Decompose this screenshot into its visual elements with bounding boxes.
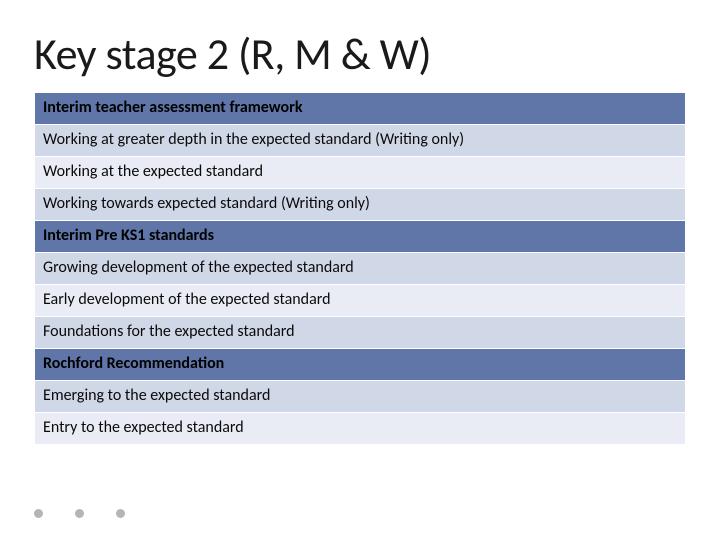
table-row: Interim Pre KS1 standards	[35, 221, 686, 253]
dot-icon	[75, 509, 84, 518]
table-row: Early development of the expected standa…	[35, 285, 686, 317]
table-row: Interim teacher assessment framework	[35, 93, 686, 125]
decorative-dots	[34, 509, 125, 518]
cell: Entry to the expected standard	[35, 413, 686, 445]
cell: Rochford Recommendation	[35, 349, 686, 381]
cell: Working towards expected standard (Writi…	[35, 189, 686, 221]
cell: Growing development of the expected stan…	[35, 253, 686, 285]
table-row: Foundations for the expected standard	[35, 317, 686, 349]
table-row: Entry to the expected standard	[35, 413, 686, 445]
table-row: Working towards expected standard (Writi…	[35, 189, 686, 221]
cell: Foundations for the expected standard	[35, 317, 686, 349]
standards-table: Interim teacher assessment framework Wor…	[34, 92, 686, 445]
cell: Working at the expected standard	[35, 157, 686, 189]
cell: Early development of the expected standa…	[35, 285, 686, 317]
cell: Working at greater depth in the expected…	[35, 125, 686, 157]
table-row: Emerging to the expected standard	[35, 381, 686, 413]
cell: Emerging to the expected standard	[35, 381, 686, 413]
dot-icon	[116, 509, 125, 518]
table-row: Working at greater depth in the expected…	[35, 125, 686, 157]
page-title: Key stage 2 (R, M & W)	[34, 30, 686, 78]
table-row: Working at the expected standard	[35, 157, 686, 189]
dot-icon	[34, 509, 43, 518]
cell: Interim Pre KS1 standards	[35, 221, 686, 253]
table-row: Rochford Recommendation	[35, 349, 686, 381]
cell: Interim teacher assessment framework	[35, 93, 686, 125]
table-row: Growing development of the expected stan…	[35, 253, 686, 285]
slide: Key stage 2 (R, M & W) Interim teacher a…	[0, 0, 720, 540]
